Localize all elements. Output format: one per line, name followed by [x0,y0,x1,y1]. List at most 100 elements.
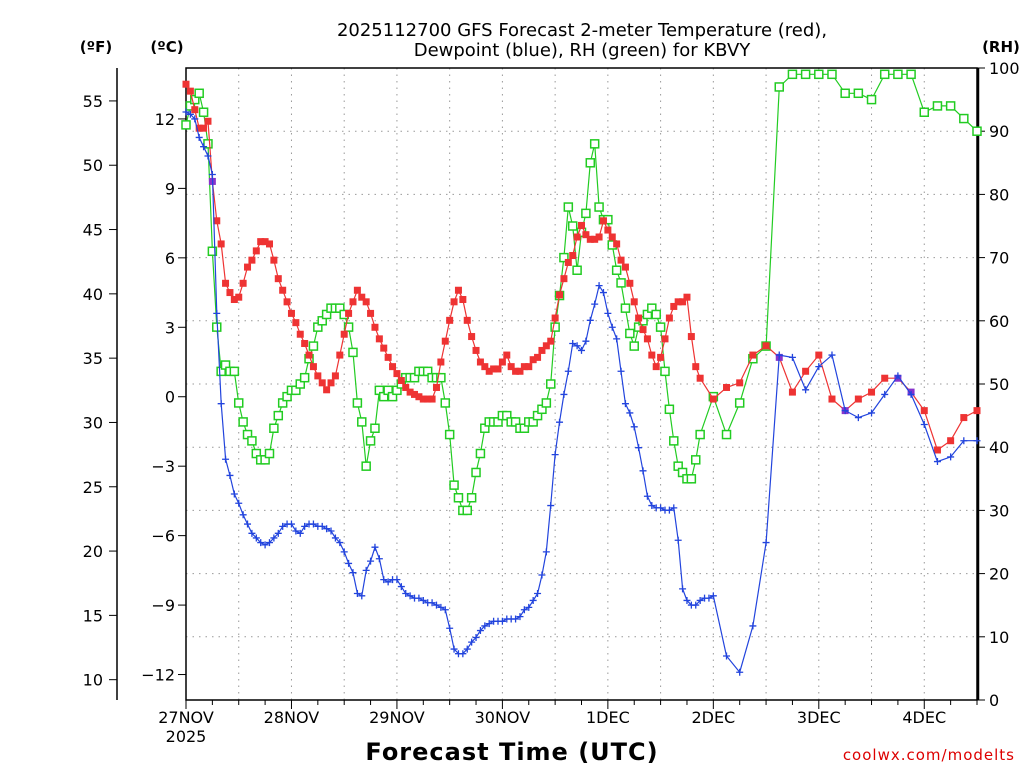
dewpoint-point [384,578,392,586]
dewpoint-point [318,522,326,530]
fahrenheit-tick-label: 10 [83,671,103,690]
rh-point [541,398,552,408]
rh-point [664,404,675,415]
dewpoint-point [257,539,265,547]
x-tick-label: 29NOV [369,708,425,727]
temperature-point [788,388,796,396]
dewpoint-point [973,437,981,445]
temperature-point [331,372,339,380]
rh-point [906,69,916,80]
temperature-point [582,231,590,239]
rh-point [919,107,930,117]
dewpoint-point [529,596,537,604]
rh-point [269,423,279,433]
temperature-point [441,337,449,345]
rh-point [361,461,371,471]
dewpoint-point [551,451,559,459]
rh-point [611,265,622,275]
temperature-point [709,395,717,403]
rh-point [827,69,837,80]
dewpoint-point [406,592,414,600]
temperature-point [301,339,309,347]
rh-point [972,126,982,136]
dewpoint-point [441,606,449,614]
dewpoint-point [683,596,691,604]
dewpoint-point [648,502,656,510]
temperature-point [679,298,687,306]
rh-point [462,505,472,516]
x-tick-label: 4DEC [902,708,946,727]
dewpoint-point [279,522,287,530]
dewpoint-point [582,337,590,345]
dewpoint-point [520,606,528,614]
temperature-point [314,372,322,380]
rh-point [620,303,631,313]
dewpoint-point [547,502,555,510]
dewpoint-point [481,622,489,630]
rh-point [545,379,556,389]
fahrenheit-tick-label: 25 [83,478,103,497]
dewpoint-point [217,400,225,408]
dewpoint-point [591,300,599,308]
dewpoint-point [226,471,234,479]
dewpoint-point [248,529,256,537]
temperature-point [683,293,691,301]
temperature-point [230,296,238,304]
temperature-point [569,252,577,260]
rh-point [264,448,275,459]
dewpoint-point [907,390,915,398]
data-series [181,69,982,676]
rh-point [471,467,481,478]
temperature-point [468,333,476,341]
rh-tick-label: 40 [989,438,1009,457]
temperature-point [411,390,419,398]
dewpoint-point [380,576,388,584]
dewpoint-point [450,645,458,653]
temperature-point [516,367,524,375]
dewpoint-point [696,596,704,604]
rh-tick-label: 70 [989,249,1009,268]
dewpoint-point [534,590,542,598]
dewpoint-point [564,367,572,375]
fahrenheit-tick-label: 35 [83,349,103,368]
axes [109,67,985,709]
temperature-point [340,330,348,338]
dewpoint-point [296,529,304,537]
dewpoint-point [182,108,190,116]
temperature-point [424,395,432,403]
rh-point [229,366,240,377]
temperature-point [617,256,625,264]
rh-point [247,436,257,446]
temperature-point [358,293,366,301]
temperature-point [248,256,256,264]
dewpoint-point [573,342,581,350]
fahrenheit-tick-label: 20 [83,542,103,561]
dewpoint-point [595,282,603,290]
dewpoint-point [670,504,678,512]
temperature-point [828,395,836,403]
dewpoint-point [630,423,638,431]
temperature-point [239,279,247,287]
temperature-point [933,446,941,454]
chart-title-line2: Dewpoint (blue), RH (green) for KBVY [414,40,752,61]
dewpoint-point [556,418,564,426]
temperature-point [643,335,651,343]
temperature-point [393,370,401,378]
dewpoint-point [472,633,480,641]
temperature-point [503,351,511,359]
temperature-point [736,379,744,387]
temperature-point [353,286,361,294]
temperature-point [973,407,981,415]
dewpoint-point [723,652,731,660]
dewpoint-point [362,566,370,574]
rh-point [585,158,596,168]
temperature-point [204,117,212,125]
dewpoint-point [230,490,238,498]
credit-link[interactable]: coolwx.com/modelts [843,746,1015,764]
temperature-point [696,374,704,382]
dewpoint-point [446,624,454,632]
temperature-point [323,386,331,394]
temperature-point [309,363,317,371]
temperature-point [608,233,616,241]
